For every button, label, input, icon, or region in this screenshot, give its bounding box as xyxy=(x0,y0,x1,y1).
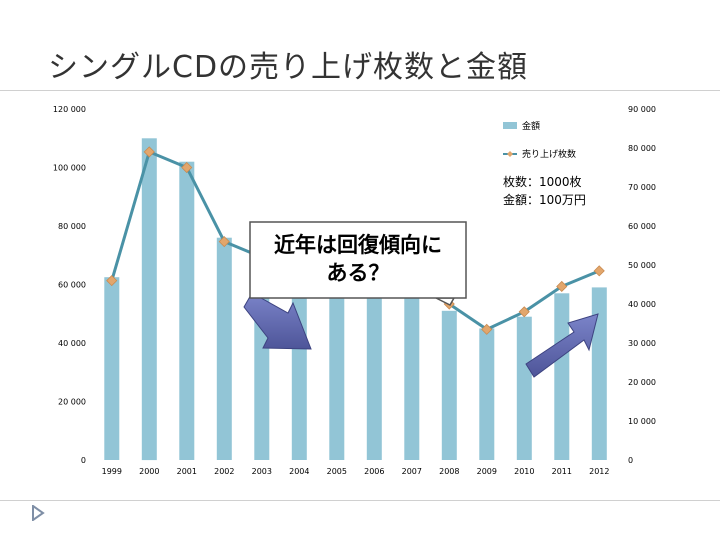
bar-amount-2005 xyxy=(329,293,345,460)
bar-amount-2011 xyxy=(554,293,570,460)
callout: 近年は回復傾向に ある？ xyxy=(249,221,467,306)
marker-sales-2011 xyxy=(556,280,568,293)
x-axis-tick-2011: 2011 xyxy=(552,467,572,476)
bar-amount-2009 xyxy=(479,328,495,460)
right-axis-tick-20000: 20 000 xyxy=(628,378,656,387)
callout-line-1: 近年は回復傾向に xyxy=(274,233,442,257)
marker-sales-2002 xyxy=(218,236,230,248)
marker-sales-2010 xyxy=(518,306,530,318)
x-axis-tick-2000: 2000 xyxy=(139,467,159,476)
x-axis-tick-2001: 2001 xyxy=(177,467,197,476)
left-axis-tick-80000: 80 000 xyxy=(58,222,86,231)
title-divider xyxy=(0,90,720,91)
right-axis-tick-30000: 30 000 xyxy=(628,339,656,348)
right-axis-tick-0: 0 xyxy=(628,456,633,465)
right-axis-tick-10000: 10 000 xyxy=(628,417,656,426)
bar-amount-2007 xyxy=(404,293,420,460)
bar-amount-1999 xyxy=(104,277,120,460)
x-axis-tick-2008: 2008 xyxy=(439,467,459,476)
bar-amount-2000 xyxy=(141,138,157,461)
legend-label-sales: 売り上げ枚数 xyxy=(522,148,576,160)
footer-divider xyxy=(0,500,720,501)
x-axis-tick-2003: 2003 xyxy=(252,467,272,476)
right-axis-tick-60000: 60 000 xyxy=(628,222,656,231)
callout-box xyxy=(249,221,467,299)
left-axis-tick-60000: 60 000 xyxy=(58,281,86,290)
legend: 金額 売り上げ枚数 xyxy=(503,120,576,160)
marker-sales-2012 xyxy=(593,265,605,277)
legend-marker-sales xyxy=(507,151,513,157)
unit-note-count: 枚数：1000枚 xyxy=(503,174,582,189)
left-axis-tick-120000: 120 000 xyxy=(53,105,86,114)
legend-label-amount: 金額 xyxy=(522,120,540,132)
slide-title: シングルCDの売り上げ枚数と金額 xyxy=(48,50,529,85)
x-axis-tick-2007: 2007 xyxy=(402,467,422,476)
right-axis-tick-50000: 50 000 xyxy=(628,261,656,270)
x-axis-tick-1999: 1999 xyxy=(102,467,122,476)
left-axis-tick-100000: 100 000 xyxy=(53,164,86,173)
unit-note-amount: 金額：100万円 xyxy=(503,192,586,207)
rise-arrow xyxy=(525,313,599,378)
left-axis-tick-20000: 20 000 xyxy=(58,398,86,407)
bar-amount-2006 xyxy=(366,296,382,460)
x-axis-tick-2012: 2012 xyxy=(589,467,609,476)
x-axis-tick-2004: 2004 xyxy=(289,467,309,476)
left-axis-tick-40000: 40 000 xyxy=(58,339,86,348)
bar-amount-2002 xyxy=(216,237,232,460)
right-axis-tick-90000: 90 000 xyxy=(628,105,656,114)
x-axis-tick-2005: 2005 xyxy=(327,467,347,476)
marker-sales-2001 xyxy=(181,161,193,174)
marker-sales-2009 xyxy=(481,323,493,335)
bar-amount-2012 xyxy=(591,287,607,460)
x-axis-tick-2010: 2010 xyxy=(514,467,534,476)
bar-amount-2001 xyxy=(179,161,195,460)
bar-amount-2008 xyxy=(441,310,457,460)
right-axis-tick-80000: 80 000 xyxy=(628,144,656,153)
bar-amount-2010 xyxy=(516,316,532,460)
callout-line-2: ある？ xyxy=(327,261,390,285)
x-axis-tick-2006: 2006 xyxy=(364,467,384,476)
x-axis-tick-2009: 2009 xyxy=(477,467,497,476)
right-axis-tick-40000: 40 000 xyxy=(628,300,656,309)
legend-swatch-amount xyxy=(503,122,517,129)
left-axis-tick-0: 0 xyxy=(81,456,86,465)
slide-corner-icon xyxy=(32,505,45,521)
marker-sales-1999 xyxy=(106,275,118,287)
x-axis-tick-2002: 2002 xyxy=(214,467,234,476)
right-axis-tick-70000: 70 000 xyxy=(628,183,656,192)
marker-sales-2000 xyxy=(143,146,155,158)
